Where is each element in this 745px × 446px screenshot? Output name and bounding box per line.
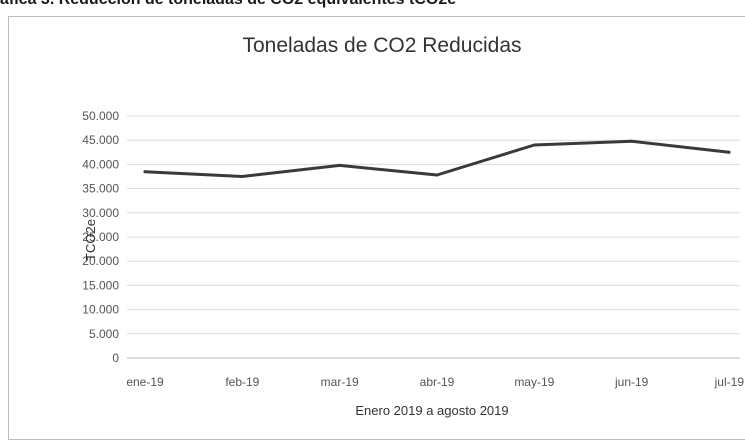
y-tick-label: 30.000 bbox=[82, 206, 119, 220]
data-point bbox=[338, 163, 342, 167]
x-tick-label: ene-19 bbox=[126, 375, 164, 389]
y-tick-label: 35.000 bbox=[82, 182, 119, 196]
y-axis-label: TCO2e bbox=[83, 219, 98, 261]
y-tick-label: 0 bbox=[112, 351, 119, 365]
data-point bbox=[143, 170, 147, 174]
gridlines bbox=[127, 115, 740, 359]
y-tick-label: 50.000 bbox=[82, 109, 119, 123]
figure-caption: áfica 3. Reducción de toneladas de CO2 e… bbox=[0, 0, 745, 9]
data-point bbox=[532, 143, 536, 147]
series-layer bbox=[143, 139, 731, 178]
x-tick-label: jul-19 bbox=[714, 375, 745, 389]
y-tick-label: 10.000 bbox=[82, 303, 119, 317]
x-tick-label: abr-19 bbox=[420, 375, 455, 389]
y-tick-label: 5.000 bbox=[89, 327, 119, 341]
chart-title: Toneladas de CO2 Reducidas bbox=[242, 34, 521, 57]
chart-frame bbox=[8, 16, 745, 440]
y-axis-ticks: 0 5.000 10.000 15.000 20.000 25.000 30.000 35.0… bbox=[82, 109, 119, 365]
x-axis-ticks: ene-19 feb-19 mar-19 abr-19 may-19 jun-19 jul-… bbox=[126, 375, 744, 389]
y-tick-label: 40.000 bbox=[82, 157, 119, 171]
series-line bbox=[143, 139, 731, 178]
x-tick-label: jun-19 bbox=[614, 375, 649, 389]
data-point bbox=[727, 150, 731, 154]
x-tick-label: feb-19 bbox=[225, 375, 259, 389]
data-point bbox=[240, 175, 244, 178]
y-tick-label: 25.000 bbox=[82, 230, 119, 244]
x-tick-label: mar-19 bbox=[321, 375, 359, 389]
data-point bbox=[630, 139, 634, 143]
x-axis-label: Enero 2019 a agosto 2019 bbox=[355, 403, 508, 418]
y-tick-label: 15.000 bbox=[82, 278, 119, 292]
data-point bbox=[435, 173, 439, 177]
y-tick-label: 20.000 bbox=[82, 254, 119, 268]
y-tick-label: 45.000 bbox=[82, 133, 119, 147]
x-tick-label: may-19 bbox=[514, 375, 554, 389]
